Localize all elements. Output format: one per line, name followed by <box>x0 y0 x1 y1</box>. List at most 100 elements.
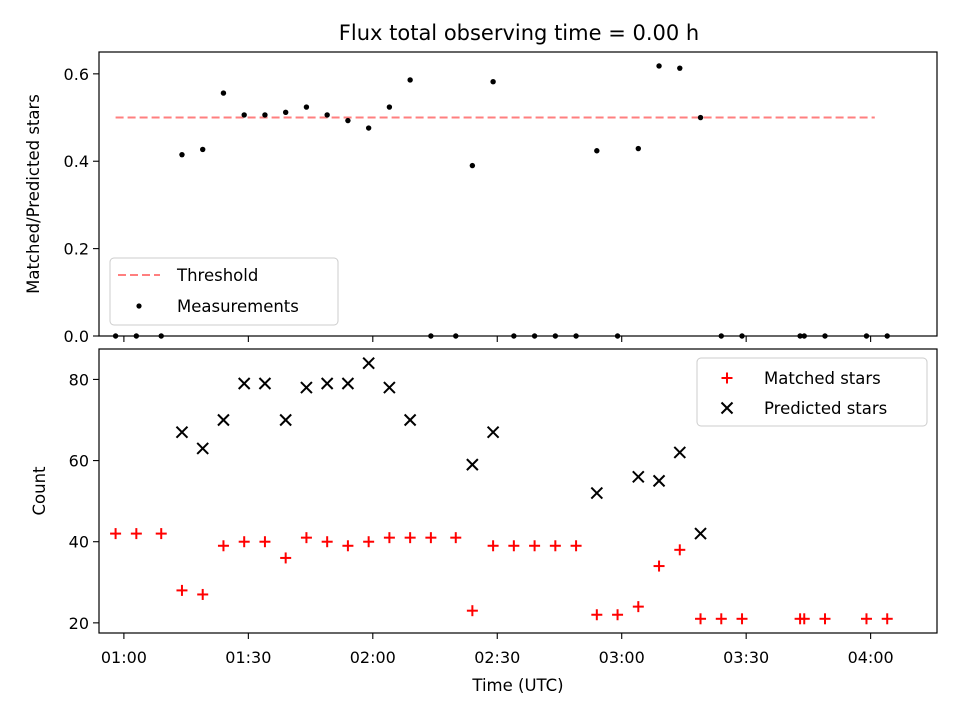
predicted-star-point <box>217 413 230 427</box>
measurement-point <box>531 333 538 339</box>
measurement-point <box>158 333 164 339</box>
matched-star-point <box>632 601 644 613</box>
matched-star-point <box>321 536 333 548</box>
measurement-point <box>345 117 351 124</box>
matched-star-point <box>155 528 167 540</box>
chart-title: Flux total observing time = 0.00 h <box>339 21 699 45</box>
measurement-point <box>863 333 870 339</box>
measurement-point <box>200 146 206 153</box>
legend-predicted-marker <box>720 401 734 415</box>
bottom-panel-frame <box>98 348 938 634</box>
matched-star-point <box>881 613 893 625</box>
measurement-point <box>282 109 289 115</box>
top-legend: Threshold Measurements <box>109 257 339 326</box>
top-y-axis-label: Matched/Predicted stars <box>24 94 43 294</box>
measurement-point <box>407 77 413 83</box>
measurement-point <box>179 151 185 158</box>
measurement-point <box>797 333 803 339</box>
predicted-stars-points <box>175 356 707 540</box>
top-legend-box <box>109 257 339 326</box>
matched-star-point <box>549 540 561 552</box>
legend-threshold-label: Threshold <box>176 266 258 285</box>
bottom-x-tick-label: 02:00 <box>350 648 396 667</box>
bottom-legend: Matched stars Predicted stars <box>696 357 928 427</box>
bottom-x-tick-label: 01:00 <box>101 648 147 667</box>
measurement-point <box>552 333 559 339</box>
matched-star-point <box>798 613 810 625</box>
legend-matched-swatch <box>721 372 733 384</box>
predicted-star-point <box>196 442 209 455</box>
top-panel: 0.0 0.2 0.4 0.6 Matched/Predicted stars Thr… <box>24 51 938 346</box>
matched-star-point <box>674 544 686 556</box>
bottom-y-axis-label: Count <box>30 466 49 516</box>
predicted-star-point <box>673 446 686 459</box>
predicted-star-point <box>258 377 272 390</box>
measurement-point <box>822 333 828 339</box>
predicted-star-point <box>175 425 189 439</box>
matched-star-point <box>404 532 416 544</box>
bottom-y-tick-label: 40 <box>69 533 89 552</box>
matched-star-point <box>487 540 499 552</box>
predicted-star-point <box>403 413 417 427</box>
measurement-point <box>614 333 621 339</box>
legend-matched-marker <box>721 372 733 384</box>
matched-star-point <box>860 613 872 625</box>
measurement-point <box>428 333 434 339</box>
measurement-point <box>262 112 268 118</box>
bottom-x-tick-label: 03:00 <box>599 648 645 667</box>
x-axis-label: Time (UTC) <box>471 676 563 695</box>
matched-star-point <box>217 540 229 552</box>
bottom-x-tick-label: 01:30 <box>225 648 271 667</box>
measurement-point <box>112 333 119 339</box>
matched-star-point <box>570 540 582 552</box>
predicted-star-point <box>237 377 251 390</box>
matched-stars-points <box>110 528 893 625</box>
bottom-legend-box <box>696 357 928 427</box>
matched-star-point <box>819 613 831 625</box>
matched-star-point <box>197 588 209 600</box>
measurement-point <box>490 79 496 85</box>
matched-star-point <box>529 540 541 552</box>
measurement-point <box>303 104 310 110</box>
matched-star-point <box>176 584 188 596</box>
measurement-point <box>453 333 459 339</box>
matched-star-point <box>300 532 312 544</box>
top-panel-frame <box>98 51 938 337</box>
bottom-y-ticks: 20 40 60 80 <box>69 370 99 633</box>
matched-star-point <box>695 613 707 625</box>
legend-predicted-swatch <box>720 401 734 415</box>
top-y-ticks: 0.0 0.2 0.4 0.6 <box>64 65 99 346</box>
matched-star-point <box>130 528 142 540</box>
matched-star-point <box>466 605 478 617</box>
predicted-star-point <box>300 381 313 394</box>
bottom-y-tick-label: 20 <box>69 614 89 633</box>
measurement-point <box>220 90 227 96</box>
measurement-point <box>884 333 890 339</box>
bottom-y-tick-label: 80 <box>69 370 89 389</box>
measurement-point <box>801 333 807 339</box>
predicted-star-point <box>652 474 666 488</box>
matched-star-point <box>363 536 375 548</box>
measurement-point <box>365 125 372 131</box>
matched-star-point <box>653 560 665 572</box>
predicted-star-point <box>383 381 396 394</box>
bottom-x-tick-label: 04:00 <box>848 648 894 667</box>
top-x-ticks <box>123 336 872 342</box>
measurement-point <box>133 333 140 339</box>
predicted-star-point <box>362 356 375 370</box>
measurement-point <box>469 162 476 169</box>
measurement-point <box>739 333 745 339</box>
top-y-tick-label: 0.4 <box>64 152 89 171</box>
predicted-star-point <box>279 413 292 427</box>
top-y-tick-label: 0.0 <box>64 327 89 346</box>
bottom-x-tick-label: 02:30 <box>474 648 520 667</box>
measurement-point <box>656 63 662 69</box>
measurement-point <box>697 114 704 121</box>
matched-star-point <box>259 536 271 548</box>
measurement-point <box>635 145 642 152</box>
measurement-point <box>594 148 600 154</box>
predicted-star-point <box>486 425 500 439</box>
matched-star-point <box>591 609 603 621</box>
measurement-points <box>112 63 890 339</box>
